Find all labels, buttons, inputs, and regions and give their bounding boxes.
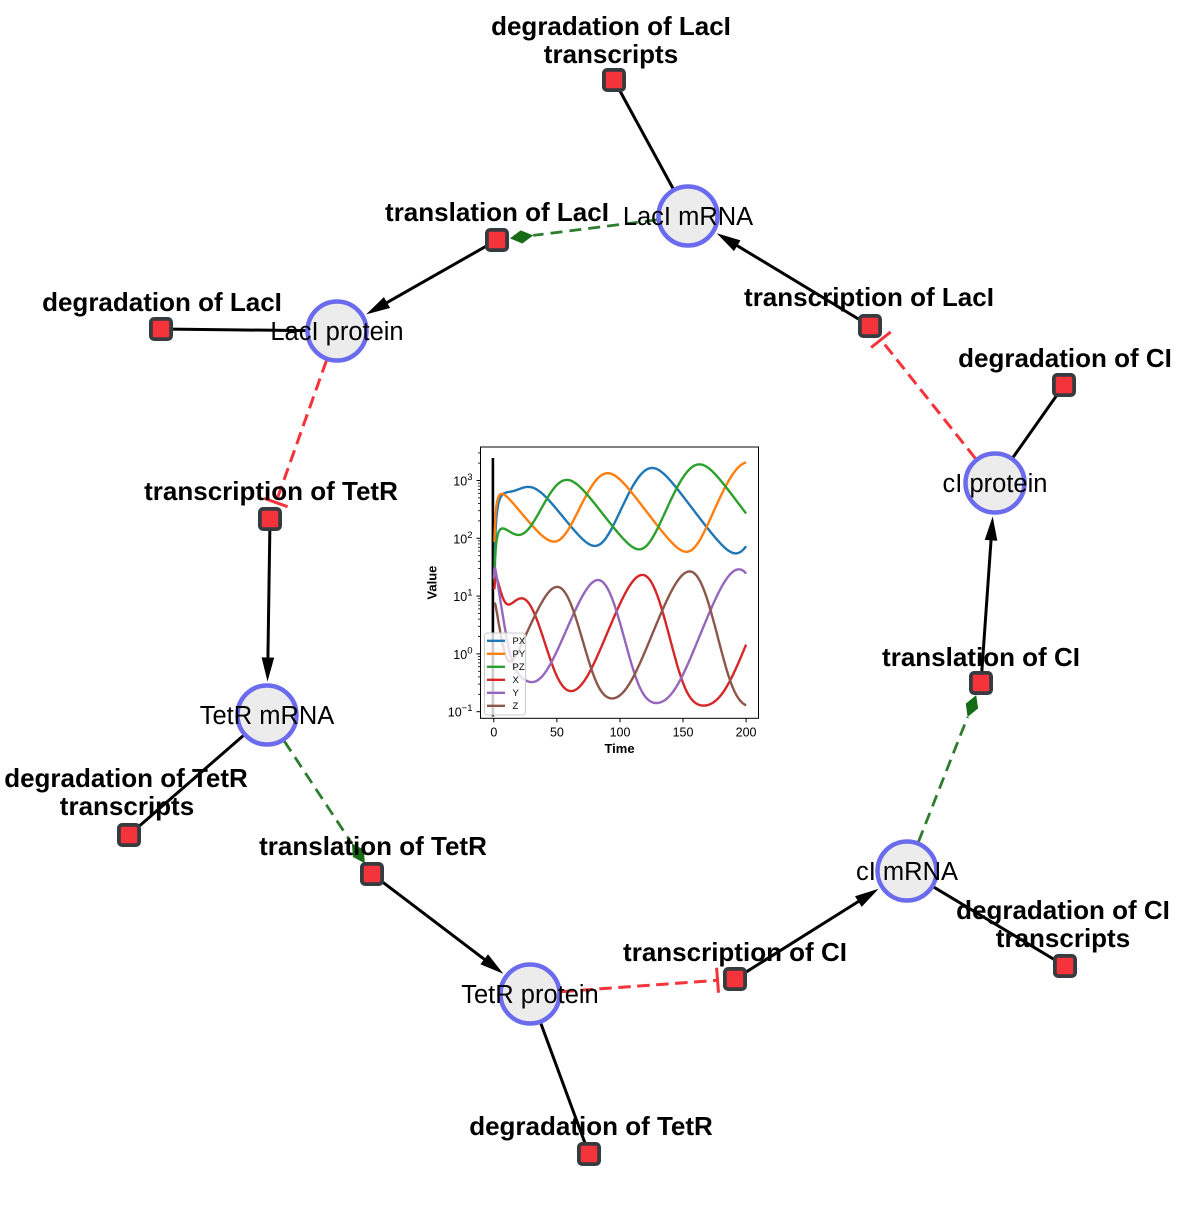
svg-text:degradation of LacI: degradation of LacI [491,11,731,41]
svg-text:translation of TetR: translation of TetR [259,831,487,861]
svg-text:TetR protein: TetR protein [461,981,599,1009]
svg-text:degradation of LacI: degradation of LacI [42,287,282,317]
svg-text:transcription of CI: transcription of CI [623,937,847,967]
svg-text:100: 100 [610,725,631,739]
svg-text:Value: Value [425,566,440,600]
svg-text:transcripts: transcripts [544,39,678,69]
svg-text:cI protein: cI protein [943,470,1048,498]
svg-text:TetR mRNA: TetR mRNA [200,702,335,730]
svg-text:translation of CI: translation of CI [882,642,1080,672]
svg-text:Y: Y [513,688,520,699]
svg-text:200: 200 [736,725,757,739]
svg-text:degradation of TetR: degradation of TetR [469,1111,713,1141]
svg-text:50: 50 [550,725,564,739]
svg-text:cI mRNA: cI mRNA [856,858,958,886]
svg-text:0: 0 [490,725,497,739]
svg-text:PY: PY [513,649,526,660]
svg-text:LacI mRNA: LacI mRNA [623,203,753,231]
svg-text:150: 150 [673,725,694,739]
svg-text:transcription of TetR: transcription of TetR [144,476,398,506]
svg-text:degradation of TetR: degradation of TetR [4,763,248,793]
svg-text:degradation of CI: degradation of CI [956,895,1170,925]
svg-text:PX: PX [513,636,526,647]
svg-text:transcripts: transcripts [60,791,194,821]
svg-text:translation of LacI: translation of LacI [385,197,609,227]
svg-text:LacI protein: LacI protein [270,318,403,346]
svg-text:degradation of CI: degradation of CI [958,343,1172,373]
svg-text:PZ: PZ [513,662,525,673]
svg-text:X: X [513,675,520,686]
svg-text:Z: Z [513,701,519,712]
svg-text:transcripts: transcripts [996,923,1130,953]
svg-text:transcription of LacI: transcription of LacI [744,282,994,312]
svg-text:Time: Time [604,741,634,756]
